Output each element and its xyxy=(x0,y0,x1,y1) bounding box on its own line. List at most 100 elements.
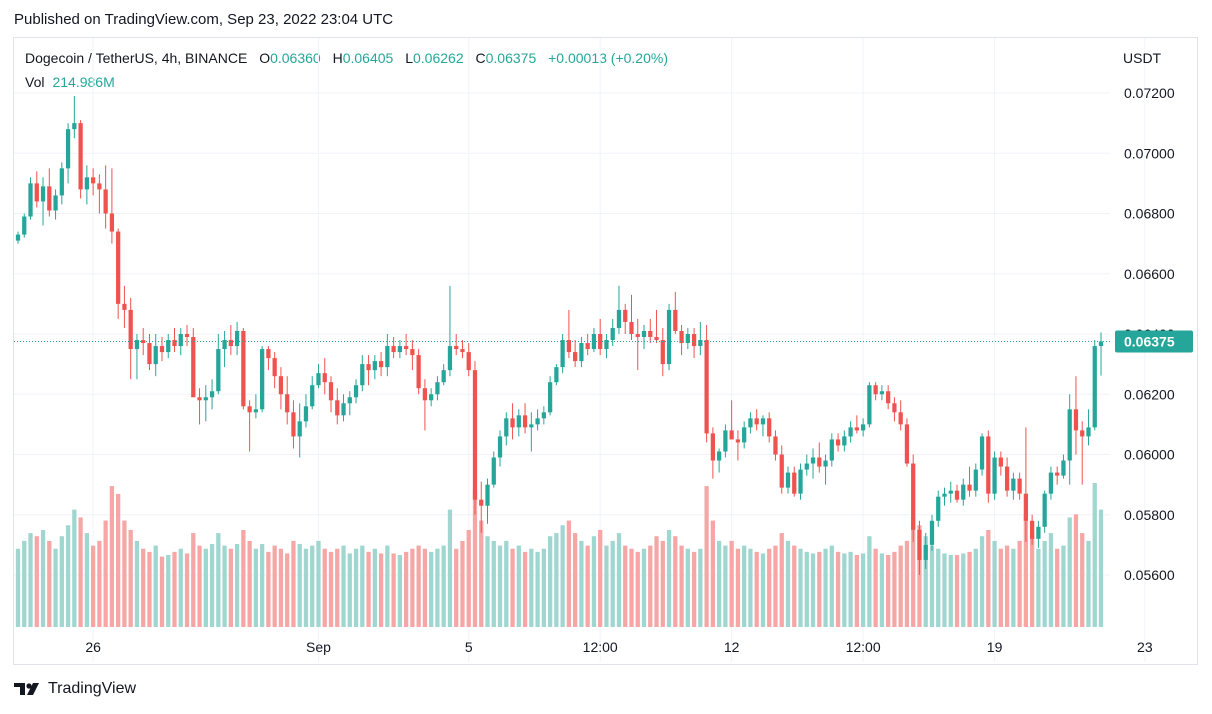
volume-bar xyxy=(97,540,102,627)
volume-bar xyxy=(141,548,146,627)
candle-body xyxy=(598,334,603,350)
candle xyxy=(203,385,208,422)
volume-bar xyxy=(1073,514,1079,627)
candle xyxy=(485,478,490,524)
candle-body xyxy=(1042,493,1047,527)
candle-body xyxy=(272,358,277,377)
candle xyxy=(172,327,177,353)
candle xyxy=(742,421,747,449)
candle xyxy=(879,385,885,401)
candle xyxy=(241,327,246,410)
candle-body xyxy=(1080,430,1085,437)
candle xyxy=(447,285,453,377)
candle xyxy=(28,177,33,220)
time-tick-label: 19 xyxy=(987,639,1003,655)
volume-bar xyxy=(435,548,440,627)
candle-body xyxy=(541,412,546,419)
volume-bar xyxy=(53,548,58,627)
candle xyxy=(860,418,866,437)
candle-body xyxy=(209,391,215,398)
candle xyxy=(1004,457,1010,497)
candle xyxy=(923,532,928,569)
candle-body xyxy=(109,213,115,232)
volume-bar xyxy=(679,545,684,627)
candle-body xyxy=(936,496,941,521)
last-price-marker: 0.06375 xyxy=(14,330,1193,353)
candle-body xyxy=(153,346,158,365)
candle xyxy=(873,382,878,401)
candle-body xyxy=(817,457,822,467)
candle-body xyxy=(122,303,127,310)
volume-bar xyxy=(366,551,371,627)
candle xyxy=(604,334,609,359)
volume-bar xyxy=(466,529,471,627)
candle xyxy=(178,327,183,356)
volume-bar xyxy=(472,489,478,627)
candle xyxy=(366,355,371,386)
candle-body xyxy=(823,460,828,467)
candle xyxy=(679,324,684,356)
volume-bar xyxy=(184,553,190,627)
tradingview-footer[interactable]: TradingView xyxy=(14,680,136,698)
candle xyxy=(84,165,89,205)
tradingview-logo-icon xyxy=(14,683,39,695)
candle xyxy=(147,334,152,371)
candle-body xyxy=(585,343,590,350)
volume-legend: Vol 214.986M xyxy=(25,74,115,90)
candle xyxy=(654,309,659,344)
time-tick-label: 12 xyxy=(724,639,740,655)
candle-body xyxy=(760,418,766,425)
candle xyxy=(278,367,284,410)
candle-body xyxy=(886,391,891,404)
volume-bar xyxy=(723,545,728,627)
volume-bar xyxy=(554,533,559,627)
candle xyxy=(441,364,446,386)
volume-bar xyxy=(22,540,27,627)
candle-body xyxy=(278,376,284,395)
volume-bar xyxy=(372,548,377,627)
volume-bar xyxy=(378,553,384,627)
price-tick-label: 0.05600 xyxy=(1124,567,1175,583)
volume-bar xyxy=(403,551,409,627)
candle-body xyxy=(623,309,628,322)
candle xyxy=(660,327,665,377)
volume-bar xyxy=(191,533,196,627)
price-tick-label: 0.06800 xyxy=(1124,206,1175,222)
symbol-label[interactable]: Dogecoin / TetherUS, 4h, BINANCE xyxy=(25,50,248,66)
candle-body xyxy=(303,406,309,422)
candle xyxy=(598,318,603,356)
candle xyxy=(979,433,985,476)
candle xyxy=(911,454,916,542)
candle-body xyxy=(554,367,559,383)
candle xyxy=(1067,394,1072,485)
candle xyxy=(829,433,834,467)
candle xyxy=(422,379,428,431)
candle-body xyxy=(353,385,359,398)
candle-body xyxy=(904,424,910,464)
candle xyxy=(460,340,465,359)
volume-bar xyxy=(159,556,165,627)
volume-bar xyxy=(936,548,941,627)
volume-bar xyxy=(573,533,578,627)
candle-body xyxy=(510,418,515,428)
time-tick-label: 23 xyxy=(1137,639,1153,655)
volume-bar xyxy=(954,555,960,627)
candle xyxy=(1042,490,1047,533)
volume-bar xyxy=(704,486,709,627)
candle-body xyxy=(247,406,252,413)
candle xyxy=(867,382,872,428)
candle xyxy=(717,448,722,473)
candle-body xyxy=(241,330,246,407)
candle xyxy=(491,451,496,488)
volume-bar xyxy=(579,540,584,627)
volume-bar xyxy=(447,509,453,627)
candle-body xyxy=(97,183,102,190)
candle xyxy=(385,334,390,377)
candle-body xyxy=(159,346,165,353)
last-price-badge xyxy=(1115,330,1193,353)
candle xyxy=(573,340,578,368)
candle-body xyxy=(485,484,490,506)
candle-body xyxy=(47,186,52,211)
volume-bar xyxy=(660,540,665,627)
